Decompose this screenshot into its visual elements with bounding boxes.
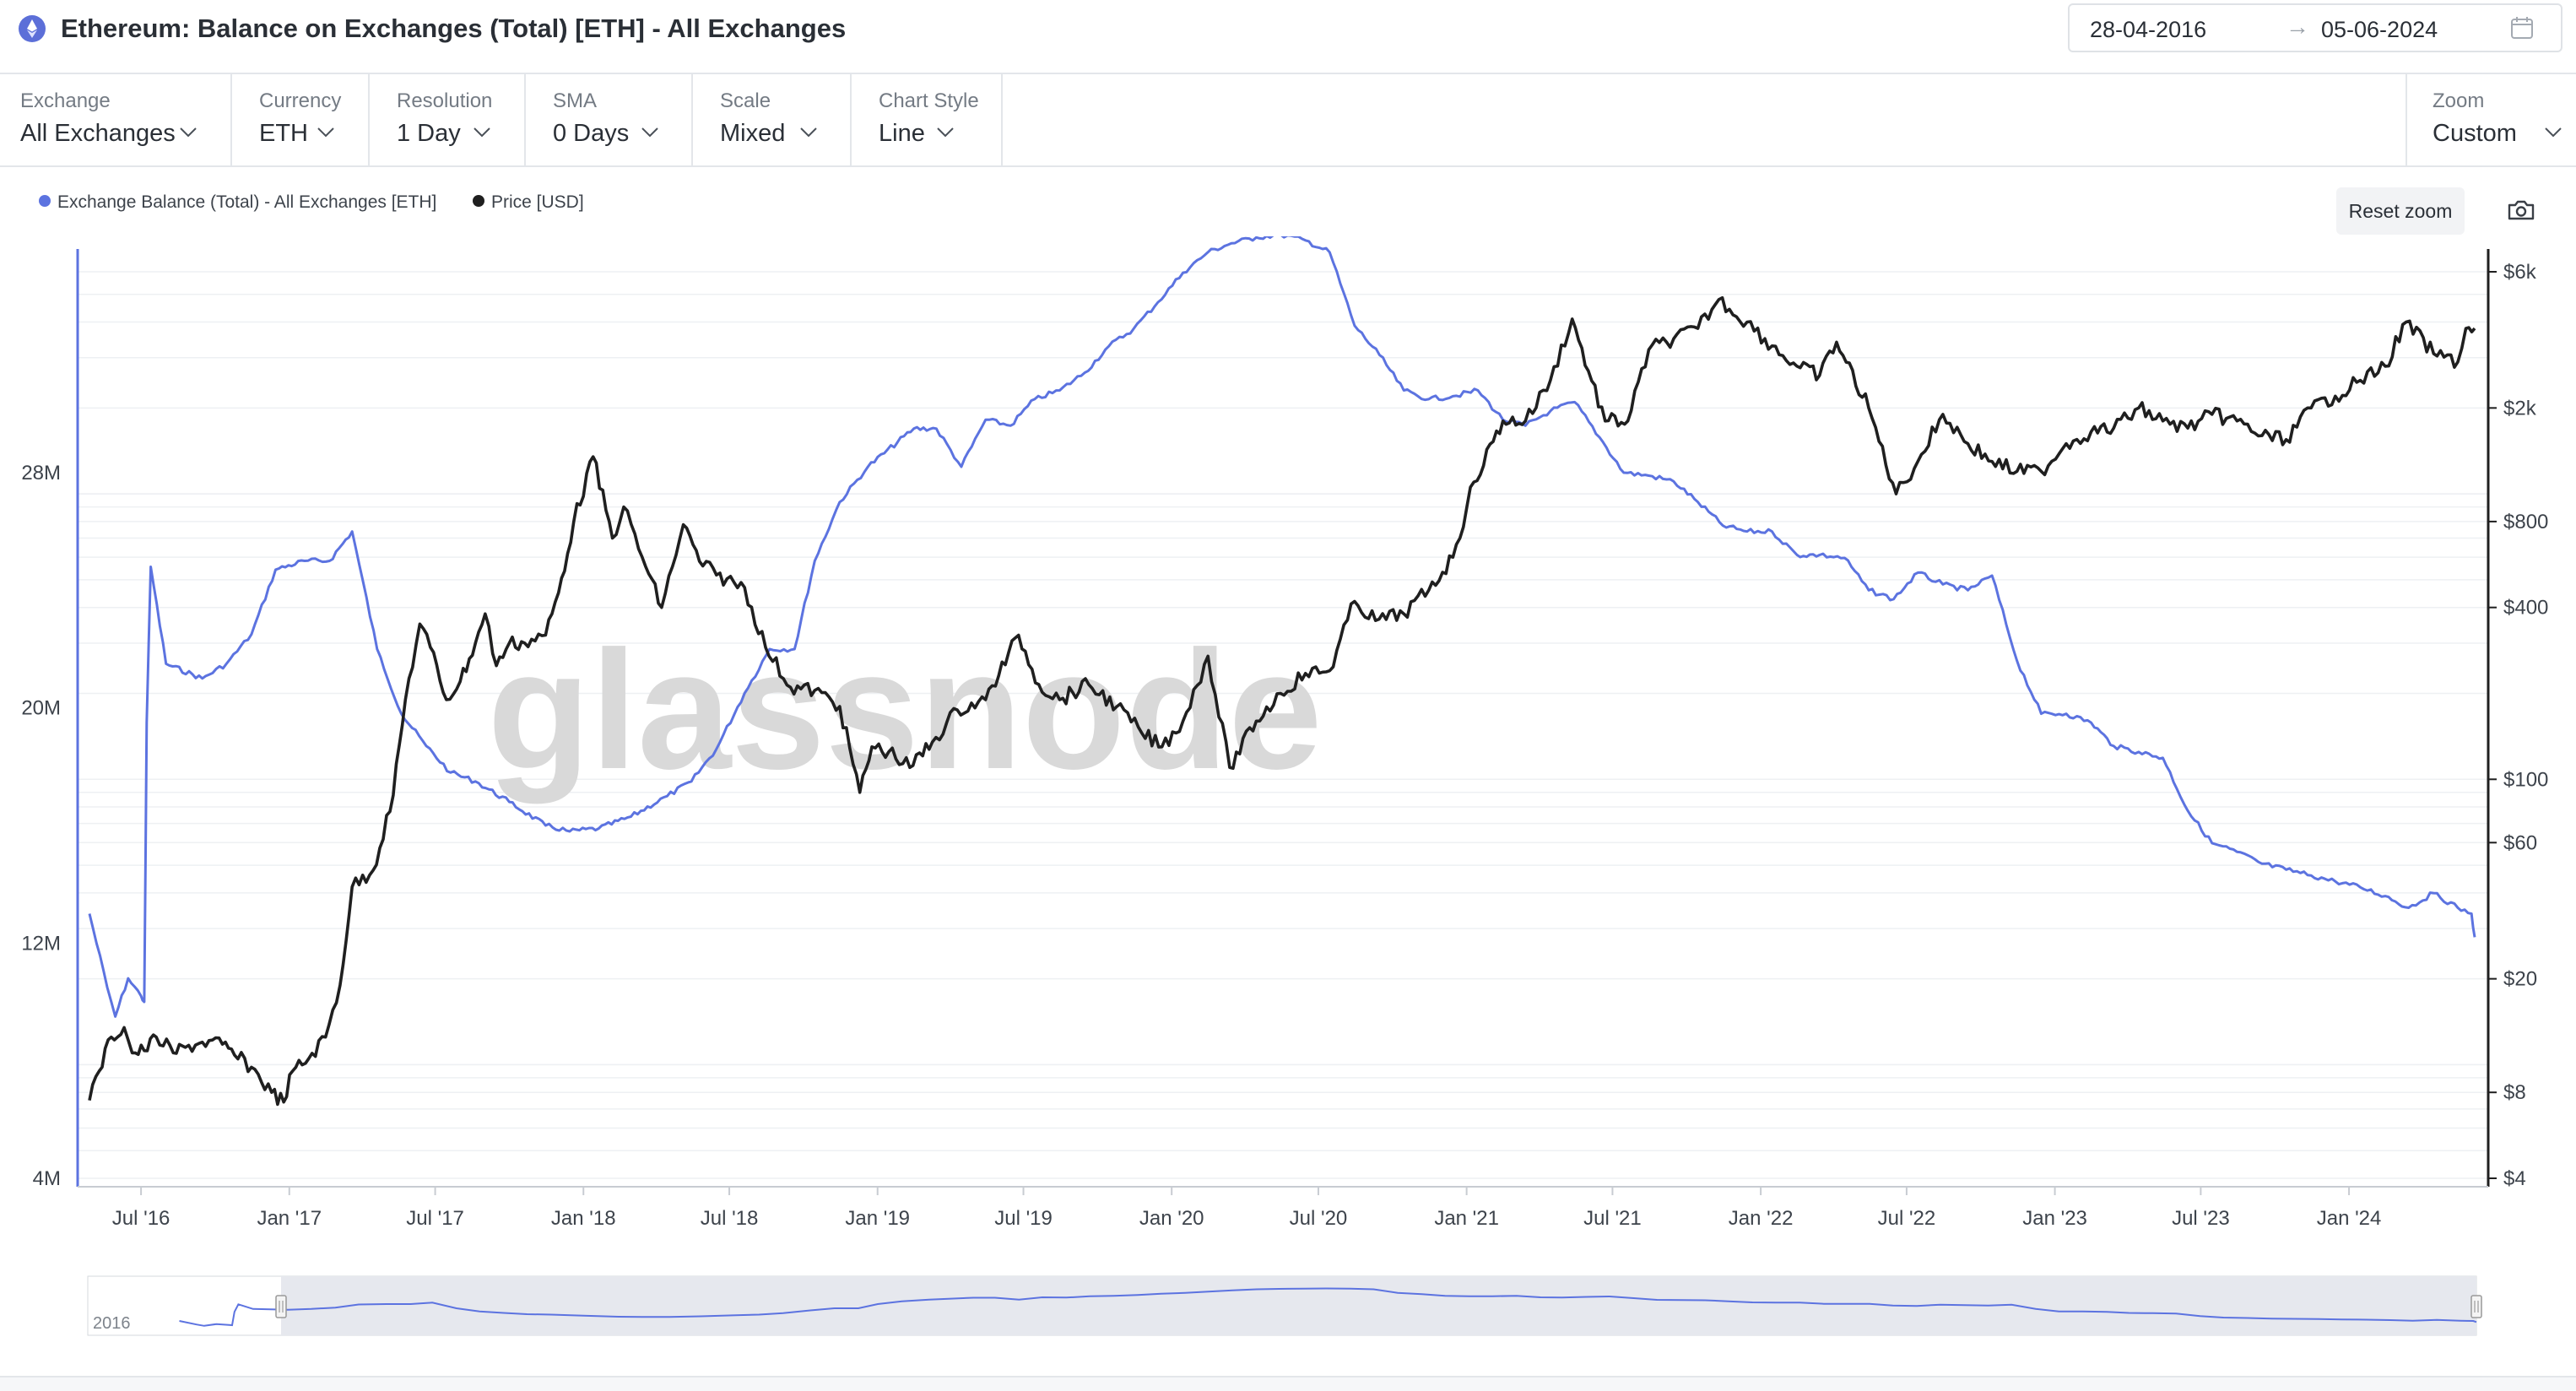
left-axis-ticks: 4M 12M 20M 28M: [21, 462, 61, 1190]
scale-value: Mixed: [720, 120, 786, 147]
chevron-down-icon: [2545, 127, 2562, 138]
sma-label: SMA: [553, 89, 598, 112]
right-tick-label: $100: [2503, 768, 2548, 791]
ethereum-icon: [19, 15, 46, 42]
chevron-down-icon: [937, 127, 954, 138]
x-tick-label: Jul '18: [701, 1207, 759, 1230]
legend-label-price: Price [USD]: [491, 192, 584, 212]
left-tick-label: 28M: [21, 462, 61, 484]
right-tick-label: $8: [2503, 1081, 2526, 1104]
chart-style-select[interactable]: Chart Style Line: [858, 73, 1003, 165]
date-start-input[interactable]: 28-04-2016: [2090, 17, 2207, 42]
grid-lines: [78, 271, 2488, 1179]
calendar-icon[interactable]: [2510, 15, 2534, 45]
scale-label: Scale: [720, 89, 771, 112]
sma-value: 0 Days: [553, 120, 630, 147]
x-tick-label: Jul '23: [2172, 1207, 2230, 1230]
exchange-value: All Exchanges: [20, 120, 176, 147]
navigator-series: [179, 1287, 2477, 1327]
legend-item-balance[interactable]: Exchange Balance (Total) - All Exchanges…: [39, 192, 436, 213]
x-tick-label: Jan '21: [1434, 1207, 1499, 1230]
legend-label-balance: Exchange Balance (Total) - All Exchanges…: [57, 192, 437, 212]
x-tick-label: Jul '22: [1878, 1207, 1936, 1230]
resolution-label: Resolution: [397, 89, 493, 112]
navigator-handle-right[interactable]: [2470, 1295, 2482, 1318]
x-tick-label: Jul '17: [406, 1207, 464, 1230]
currency-label: Currency: [259, 89, 342, 112]
right-tick-label: $60: [2503, 831, 2537, 854]
right-tick-label: $2k: [2503, 397, 2537, 419]
left-tick-label: 12M: [21, 932, 61, 955]
chevron-down-icon: [800, 127, 817, 138]
x-tick-label: Jan '24: [2317, 1207, 2382, 1230]
right-tick-label: $20: [2503, 968, 2537, 991]
exchange-label: Exchange: [20, 89, 111, 112]
date-end-input[interactable]: 05-06-2024: [2321, 17, 2438, 42]
chart-style-label: Chart Style: [879, 89, 979, 112]
x-tick-label: Jul '20: [1290, 1207, 1348, 1230]
chart-header: Ethereum: Balance on Exchanges (Total) […: [0, 0, 2576, 74]
right-tick-label: $400: [2503, 597, 2548, 620]
date-range-picker[interactable]: 28-04-2016 → 05-06-2024: [2068, 3, 2562, 52]
legend-item-price[interactable]: Price [USD]: [473, 192, 584, 213]
left-tick-label: 20M: [21, 697, 61, 720]
legend-dot-balance: [39, 195, 51, 208]
right-tick-label: $6k: [2503, 261, 2537, 284]
scale-select[interactable]: Scale Mixed: [700, 73, 852, 165]
navigator[interactable]: 201620172018201920202021202220232024: [87, 1275, 2482, 1336]
chart-controls: Exchange All Exchanges Currency ETH Reso…: [0, 73, 2576, 167]
x-tick-label: Jan '20: [1139, 1207, 1204, 1230]
series-layer: [88, 236, 2476, 1107]
zoom-value: Custom: [2433, 120, 2517, 147]
currency-value: ETH: [259, 120, 308, 147]
series-line-price: [88, 295, 2476, 1107]
sma-select[interactable]: SMA 0 Days: [533, 73, 693, 165]
x-tick-label: Jul '19: [994, 1207, 1053, 1230]
reset-zoom-button[interactable]: Reset zoom: [2336, 187, 2465, 235]
x-tick-label: Jan '18: [551, 1207, 616, 1230]
chevron-down-icon: [641, 127, 658, 138]
chart-style-value: Line: [879, 120, 925, 147]
x-tick-label: Jan '23: [2022, 1207, 2087, 1230]
watermark: glassnode: [487, 616, 1322, 804]
page-footer: [0, 1376, 2576, 1391]
x-tick-label: Jan '22: [1729, 1207, 1794, 1230]
right-tick-label: $4: [2503, 1167, 2526, 1190]
navigator-selection[interactable]: [281, 1276, 2476, 1335]
x-axis-ticks: Jul '16 Jan '17 Jul '17 Jan '18 Jul '18 Jan '…: [112, 1187, 2382, 1230]
navigator-year-label: 2016: [93, 1314, 131, 1333]
resolution-select[interactable]: Resolution 1 Day: [376, 73, 526, 165]
exchange-select[interactable]: Exchange All Exchanges: [0, 73, 232, 165]
chevron-down-icon: [180, 127, 197, 138]
zoom-label: Zoom: [2433, 89, 2485, 112]
navigator-series-line: [179, 1287, 2477, 1327]
x-tick-label: Jan '19: [845, 1207, 910, 1230]
x-tick-label: Jul '21: [1583, 1207, 1642, 1230]
x-tick-label: Jan '17: [257, 1207, 322, 1230]
currency-select[interactable]: Currency ETH: [239, 73, 370, 165]
chevron-down-icon: [474, 127, 490, 138]
series-line-balance: [88, 236, 2476, 1018]
right-tick-label: $800: [2503, 511, 2548, 533]
date-arrow-icon: →: [2286, 14, 2309, 40]
camera-icon[interactable]: [2507, 199, 2535, 225]
chevron-down-icon: [317, 127, 334, 138]
chart-area[interactable]: glassnode 4M 12M 20M 28M $4 $8 $20 $60 $100 $400…: [0, 236, 2576, 1372]
page-title: Ethereum: Balance on Exchanges (Total) […: [61, 14, 847, 43]
legend-dot-price: [473, 195, 484, 208]
left-tick-label: 4M: [33, 1167, 61, 1190]
resolution-value: 1 Day: [397, 120, 461, 147]
zoom-select[interactable]: Zoom Custom: [2406, 73, 2576, 165]
right-axis-ticks: $4 $8 $20 $60 $100 $400 $800 $2k $6k: [2488, 261, 2548, 1190]
x-tick-label: Jul '16: [112, 1207, 170, 1230]
navigator-handle-left[interactable]: [275, 1295, 287, 1318]
